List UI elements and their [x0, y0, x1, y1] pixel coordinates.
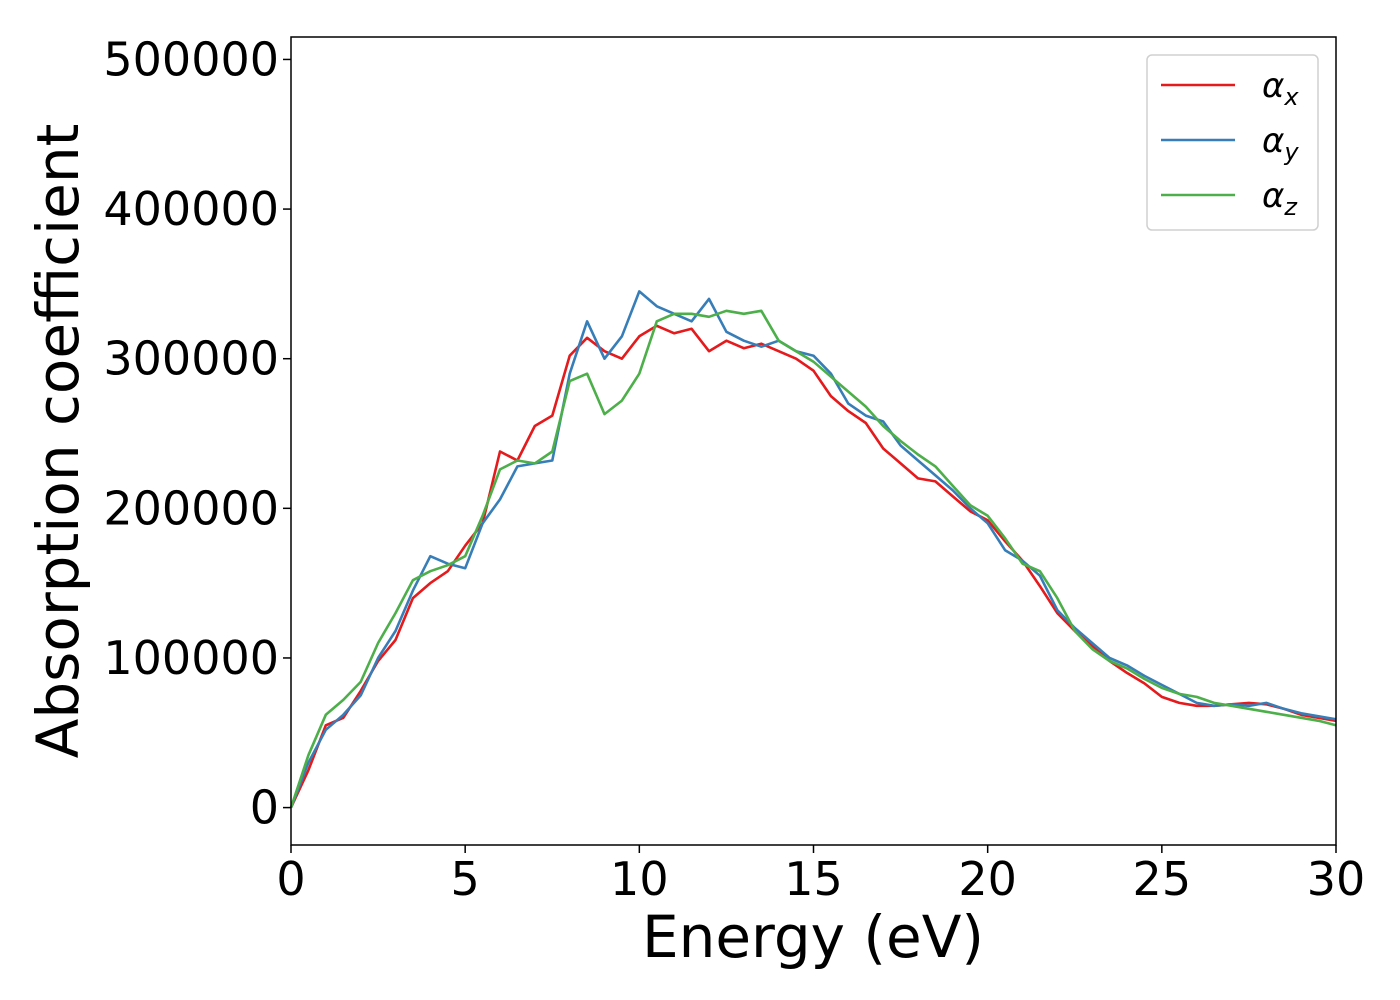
- legend-frame: [1146, 54, 1319, 231]
- x-axis-ticks: 0 5 10 15 20 25 30: [276, 845, 1365, 906]
- y-axis-ticks: 0 100000 200000 300000 400000 500000: [103, 32, 291, 835]
- series-line-z: [289, 309, 1337, 809]
- x-tick-label: 15: [784, 852, 843, 906]
- y-tick-label: 200000: [103, 481, 279, 535]
- y-axis-title: Absorption coefficient: [24, 124, 92, 759]
- x-tick-label: 10: [610, 852, 669, 906]
- series-layer: [289, 290, 1337, 809]
- y-tick-label: 0: [250, 781, 279, 835]
- x-tick-label: 20: [958, 852, 1017, 906]
- legend-label-z: αz: [1262, 176, 1298, 221]
- y-tick-label: 100000: [103, 631, 279, 685]
- y-tick-label: 300000: [103, 332, 279, 386]
- series-line-x: [289, 324, 1337, 809]
- y-tick-label: 500000: [103, 32, 279, 86]
- legend: αx αy αz: [1146, 54, 1319, 231]
- x-axis-title: Energy (eV): [642, 903, 984, 971]
- x-tick-label: 25: [1133, 852, 1192, 906]
- y-tick-label: 400000: [103, 182, 279, 236]
- legend-label-x: αx: [1262, 66, 1299, 111]
- x-tick-label: 30: [1307, 852, 1366, 906]
- legend-label-y: αy: [1262, 121, 1299, 166]
- x-tick-label: 5: [451, 852, 480, 906]
- x-tick-label: 0: [276, 852, 305, 906]
- series-line-y: [289, 290, 1337, 809]
